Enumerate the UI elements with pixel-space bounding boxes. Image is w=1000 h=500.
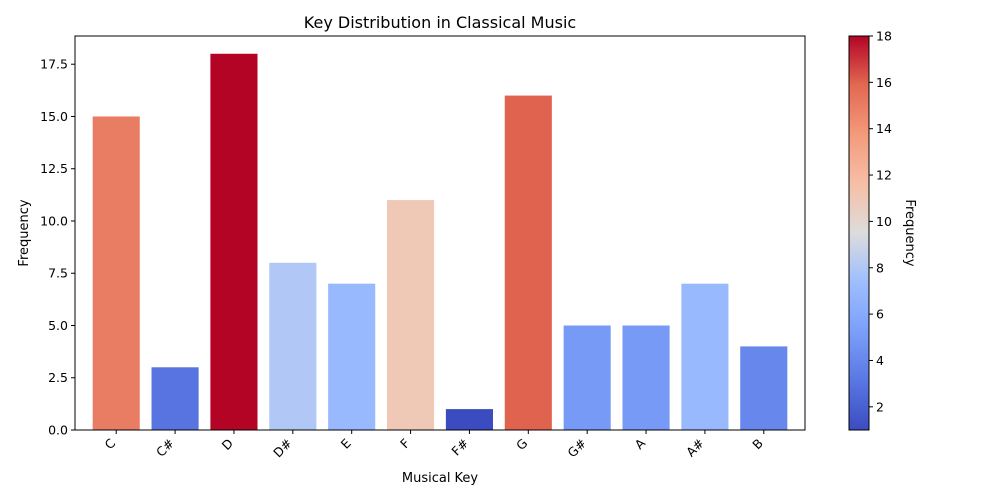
plot-frame bbox=[74, 35, 806, 431]
colorbar-tick-label: 10 bbox=[876, 214, 892, 229]
bar-c-sharp bbox=[151, 367, 199, 430]
bar-d bbox=[210, 53, 258, 431]
x-tick-label: E bbox=[338, 435, 354, 451]
x-tick-label: G# bbox=[564, 436, 589, 461]
x-tick-label: C bbox=[102, 435, 119, 452]
bar-a bbox=[622, 325, 670, 430]
colorbar-tick-label: 4 bbox=[876, 353, 884, 368]
y-tick-label: 10.0 bbox=[40, 213, 68, 228]
bar-f bbox=[387, 200, 435, 430]
colorbar-tick-label: 12 bbox=[876, 168, 892, 183]
y-tick-label: 7.5 bbox=[48, 266, 68, 281]
bar-b bbox=[740, 346, 788, 430]
bar-g-sharp bbox=[563, 325, 611, 430]
x-tick-label: G bbox=[513, 436, 530, 453]
colorbar-tick-label: 2 bbox=[876, 399, 884, 414]
y-tick-label: 5.0 bbox=[48, 318, 68, 333]
colorbar-tick-label: 18 bbox=[876, 29, 892, 44]
colorbar-tick-label: 16 bbox=[876, 75, 892, 90]
x-tick-label: F bbox=[397, 436, 413, 452]
x-tick-label: B bbox=[749, 436, 766, 453]
y-tick-label: 12.5 bbox=[40, 161, 68, 176]
colorbar-tick-label: 8 bbox=[876, 260, 884, 275]
y-axis-label: Frequency bbox=[17, 199, 32, 266]
bar-c bbox=[92, 116, 140, 431]
colorbar-gradient bbox=[848, 35, 870, 431]
colorbar-tick-label: 6 bbox=[876, 307, 884, 322]
x-tick-label: D# bbox=[270, 436, 295, 461]
y-tick-label: 0.0 bbox=[48, 423, 68, 438]
bar-d-sharp bbox=[269, 262, 317, 430]
colorbar-tick-label: 14 bbox=[876, 121, 892, 136]
x-axis-label: Musical Key bbox=[402, 471, 479, 486]
bar-a-sharp bbox=[681, 283, 729, 430]
x-tick-label: A# bbox=[683, 436, 707, 460]
x-tick-label: D bbox=[219, 436, 236, 453]
bar-f-sharp bbox=[445, 409, 493, 430]
plot-area: C C# D D# E F F# G G# A A# B 0.0 2.5 5.0 7.5 10.0 12.5 15.… bbox=[40, 53, 788, 461]
bar-e bbox=[328, 283, 376, 430]
colorbar-label: Frequency bbox=[902, 199, 917, 266]
y-tick-label: 15.0 bbox=[40, 109, 68, 124]
x-tick-label: A bbox=[632, 435, 649, 452]
chart-title: Key Distribution in Classical Music bbox=[304, 13, 576, 32]
x-tick-label: F# bbox=[448, 436, 471, 459]
x-tick-label: C# bbox=[153, 436, 177, 460]
y-tick-label: 2.5 bbox=[48, 370, 68, 385]
bar-g bbox=[504, 95, 552, 431]
colorbar: 2 4 6 8 10 12 14 16 18 bbox=[848, 29, 892, 431]
y-tick-label: 17.5 bbox=[40, 57, 68, 72]
